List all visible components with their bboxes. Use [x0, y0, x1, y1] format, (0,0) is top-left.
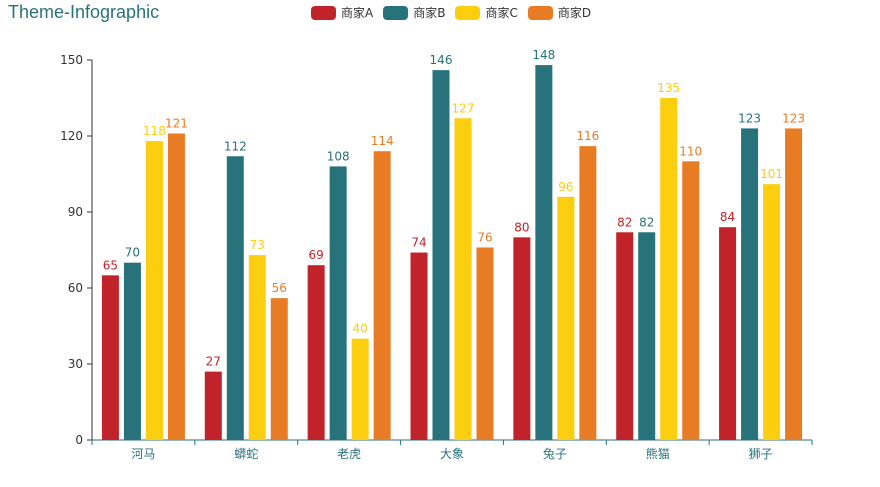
y-tick-label: 90 [68, 205, 83, 219]
data-label: 74 [411, 236, 426, 250]
data-label: 123 [782, 111, 805, 125]
legend-swatch-c [455, 5, 481, 20]
bar [226, 156, 244, 440]
bar [329, 166, 347, 440]
bar [410, 252, 428, 440]
data-label: 146 [430, 53, 453, 67]
bar [785, 128, 803, 440]
x-tick-label: 河马 [131, 447, 155, 461]
data-label: 112 [224, 139, 247, 153]
bar [204, 371, 222, 440]
legend-item-d[interactable]: 商家D [527, 4, 592, 21]
y-tick-label: 0 [75, 433, 83, 447]
data-label: 40 [353, 322, 368, 336]
bar [682, 161, 700, 441]
bar [307, 265, 325, 440]
data-label: 65 [103, 258, 118, 272]
y-tick-label: 60 [68, 281, 83, 295]
legend-item-b[interactable]: 商家B [383, 4, 445, 21]
legend-swatch-b [383, 5, 409, 20]
bar [741, 128, 759, 440]
data-label: 84 [720, 210, 735, 224]
legend-swatch-d [527, 5, 553, 20]
bar [763, 184, 781, 440]
data-label: 82 [639, 215, 654, 229]
data-label: 123 [738, 111, 761, 125]
bar [616, 232, 634, 440]
bar [476, 247, 494, 440]
bar [454, 118, 472, 441]
legend-label-b: 商家B [413, 6, 446, 20]
legend-item-a[interactable]: 商家A [311, 4, 373, 21]
legend-label-c: 商家C [485, 6, 518, 20]
data-label: 127 [452, 101, 475, 115]
bar [638, 232, 656, 440]
data-label: 108 [327, 149, 350, 163]
x-tick-label: 狮子 [749, 447, 773, 461]
bar [579, 146, 597, 440]
bar [660, 98, 678, 440]
data-label: 70 [125, 246, 140, 260]
y-tick-label: 120 [60, 129, 83, 143]
data-label: 76 [477, 230, 492, 244]
bar [270, 298, 288, 440]
bar [719, 227, 737, 440]
data-label: 114 [371, 134, 394, 148]
bar [557, 196, 575, 440]
bar [535, 65, 553, 441]
data-label: 116 [576, 129, 599, 143]
data-label: 118 [143, 124, 166, 138]
legend-label-d: 商家D [557, 6, 592, 20]
x-tick-label: 蟒蛇 [234, 446, 258, 461]
legend: 商家A 商家B 商家C 商家D [311, 4, 591, 21]
data-label: 101 [760, 167, 783, 181]
data-label: 110 [679, 144, 702, 158]
data-label: 27 [206, 355, 221, 369]
bar [123, 262, 141, 440]
data-label: 121 [165, 116, 188, 130]
bar [145, 141, 163, 441]
x-tick-label: 熊猫 [646, 446, 670, 461]
bar [167, 133, 185, 440]
data-label: 69 [309, 248, 324, 262]
data-label: 56 [272, 281, 287, 295]
bar [432, 70, 450, 440]
bar [373, 151, 391, 440]
data-label: 96 [558, 180, 573, 194]
x-tick-label: 兔子 [543, 446, 567, 461]
y-tick-label: 30 [68, 357, 83, 371]
bar [248, 255, 266, 440]
bar [101, 275, 119, 440]
bar [513, 237, 531, 440]
data-label: 73 [250, 238, 265, 252]
legend-label-a: 商家A [341, 6, 374, 20]
legend-swatch-a [311, 5, 336, 20]
data-label: 135 [657, 81, 680, 95]
x-tick-label: 大象 [440, 447, 464, 461]
data-label: 82 [617, 215, 632, 229]
data-label: 148 [532, 48, 555, 62]
chart-title: Theme-Infographic [8, 2, 160, 22]
x-tick-label: 老虎 [337, 447, 361, 461]
legend-item-c[interactable]: 商家C [455, 4, 518, 21]
data-label: 80 [514, 220, 529, 234]
bar [351, 338, 369, 440]
y-tick-label: 150 [60, 53, 83, 67]
